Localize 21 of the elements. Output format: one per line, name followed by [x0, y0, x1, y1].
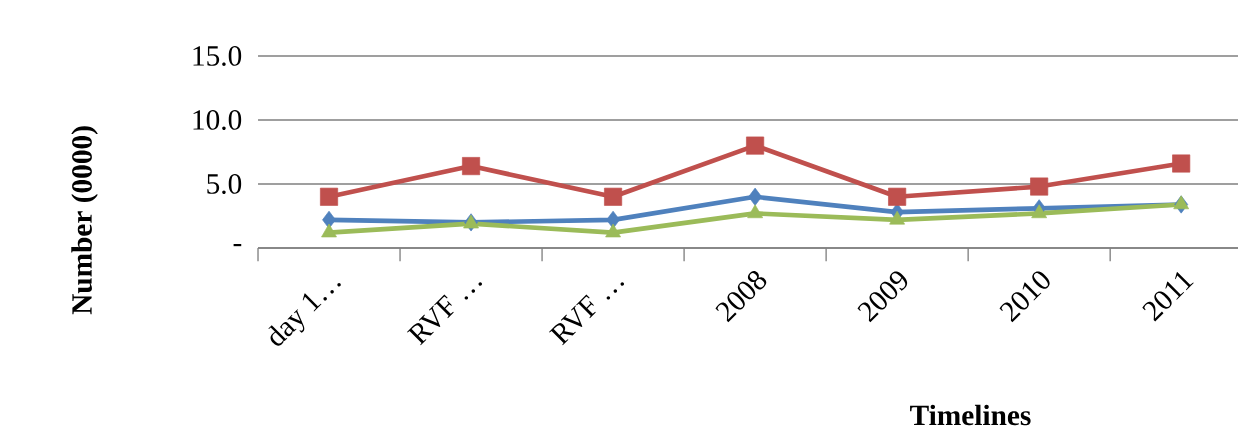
point: [888, 187, 907, 206]
y-axis-title: Number (0000): [71, 126, 98, 315]
x-axis-title: Timelines: [910, 404, 1031, 426]
point: [747, 204, 763, 219]
y-tick-label: 10.0: [193, 110, 242, 130]
point: [462, 157, 481, 176]
point: [604, 187, 623, 206]
y-tick-label: 15.0: [193, 46, 242, 66]
point: [1030, 177, 1049, 196]
point: [320, 187, 339, 206]
point: [889, 210, 905, 225]
y-tick-label: -: [233, 243, 242, 247]
point: [321, 223, 337, 238]
point: [1173, 195, 1190, 210]
point: [748, 187, 762, 206]
point: [1172, 154, 1191, 173]
y-tick-label: 5.0: [207, 174, 242, 194]
point: [746, 136, 765, 155]
point: [605, 223, 621, 238]
x-tick-label: day 1…: [268, 283, 341, 346]
point: [1031, 204, 1047, 219]
